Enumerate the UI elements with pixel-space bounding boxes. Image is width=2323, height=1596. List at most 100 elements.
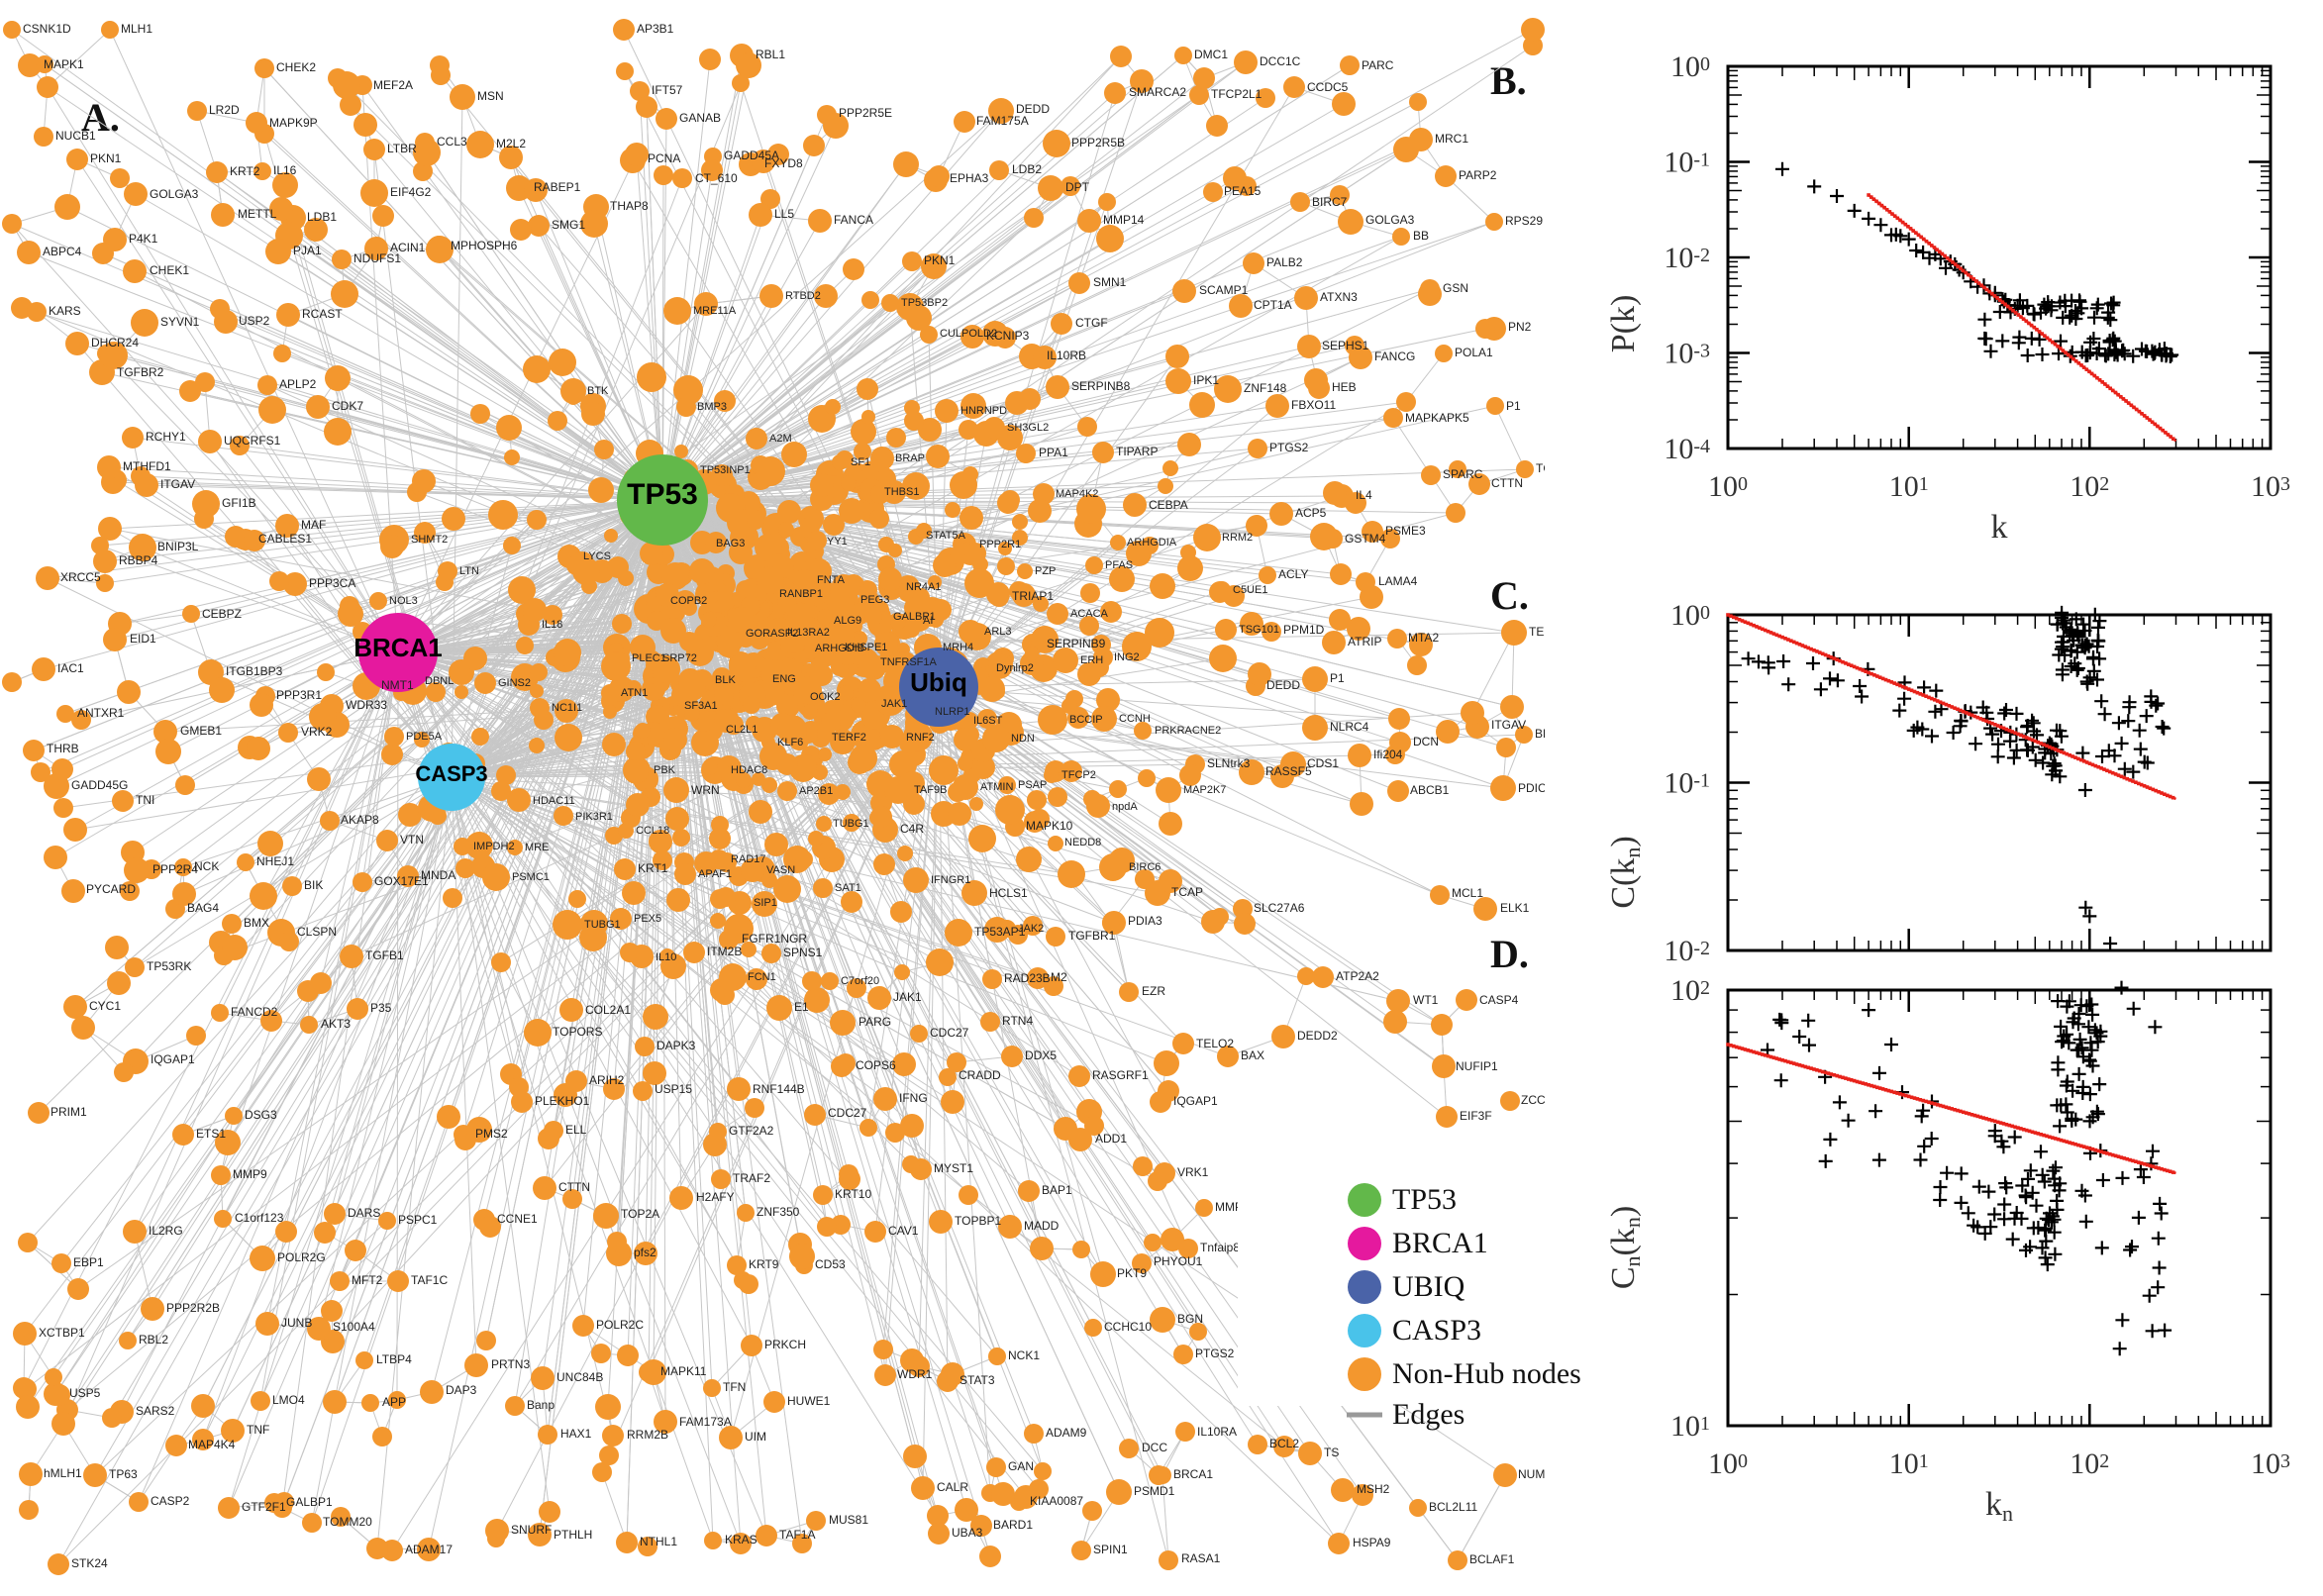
svg-text:10-1: 10-1 (1664, 146, 1710, 178)
svg-text:PIK3R1: PIK3R1 (575, 811, 613, 823)
svg-text:IL10: IL10 (656, 951, 676, 963)
svg-text:SARS2: SARS2 (136, 1404, 175, 1418)
svg-text:TIPARP: TIPARP (1116, 445, 1158, 458)
svg-text:BAX: BAX (1241, 1048, 1264, 1062)
svg-text:HSPA9: HSPA9 (1353, 1536, 1391, 1549)
svg-text:TCAP: TCAP (1171, 885, 1203, 899)
svg-text:TRAF2: TRAF2 (733, 1171, 770, 1185)
svg-text:POLR2C: POLR2C (596, 1318, 644, 1332)
svg-text:GADD45A: GADD45A (724, 149, 779, 162)
svg-text:DPT: DPT (1065, 180, 1090, 194)
svg-text:UNC84B: UNC84B (556, 1370, 603, 1384)
svg-text:CCDC5: CCDC5 (1307, 80, 1349, 94)
svg-text:FAM175A: FAM175A (976, 114, 1029, 128)
svg-text:SAT1: SAT1 (835, 882, 861, 894)
svg-text:TGFB2: TGFB2 (1536, 461, 1545, 475)
svg-text:ELK1: ELK1 (1500, 901, 1530, 915)
svg-text:RBBP4: RBBP4 (119, 553, 158, 567)
svg-text:GALBP1: GALBP1 (286, 1495, 333, 1509)
svg-text:VRK2: VRK2 (301, 725, 333, 739)
svg-text:TP63: TP63 (109, 1467, 138, 1481)
svg-text:DSG3: DSG3 (245, 1108, 277, 1122)
svg-text:CCNH: CCNH (1119, 713, 1151, 725)
svg-text:KLF6: KLF6 (777, 737, 803, 748)
svg-text:TAF1C: TAF1C (411, 1273, 448, 1287)
svg-text:CCL3: CCL3 (437, 135, 467, 149)
svg-text:P1: P1 (1506, 399, 1521, 413)
svg-text:THBS1: THBS1 (884, 486, 919, 498)
svg-text:102: 102 (2070, 470, 2109, 503)
svg-text:ATRIP: ATRIP (1348, 635, 1381, 648)
svg-text:MPHOSPH6: MPHOSPH6 (451, 239, 518, 252)
svg-text:PPP3CA: PPP3CA (309, 576, 355, 590)
svg-text:ADAM9: ADAM9 (1046, 1426, 1087, 1440)
svg-text:TUBG1: TUBG1 (833, 818, 869, 830)
svg-text:P35: P35 (370, 1001, 392, 1015)
svg-text:TERF2: TERF2 (832, 732, 866, 744)
svg-text:MCL1: MCL1 (1452, 886, 1483, 900)
svg-text:CTTN: CTTN (1491, 476, 1523, 490)
svg-text:TNI: TNI (136, 793, 154, 807)
svg-text:IFNGR1: IFNGR1 (931, 874, 970, 886)
svg-text:GADD45G: GADD45G (71, 778, 128, 792)
svg-text:BCL2L11: BCL2L11 (1429, 1500, 1477, 1514)
svg-text:MMP14: MMP14 (1103, 213, 1145, 227)
svg-text:TRIAP1: TRIAP1 (1012, 589, 1054, 603)
svg-text:ACACA: ACACA (1070, 608, 1109, 620)
svg-text:RNF2: RNF2 (906, 732, 935, 744)
svg-text:MRH4: MRH4 (943, 642, 973, 653)
svg-text:C1orf123: C1orf123 (235, 1211, 284, 1225)
svg-text:C5UE1: C5UE1 (1233, 584, 1267, 596)
svg-text:KRT1: KRT1 (638, 861, 668, 875)
svg-text:PPP3R1: PPP3R1 (276, 688, 322, 702)
svg-text:LR2D: LR2D (209, 103, 240, 117)
svg-text:IL6ST: IL6ST (973, 715, 1003, 727)
svg-text:RANBP1: RANBP1 (779, 588, 823, 600)
svg-text:SMG1: SMG1 (552, 218, 585, 232)
svg-text:NDN: NDN (1011, 733, 1035, 745)
svg-text:PLEC1: PLEC1 (632, 652, 666, 664)
svg-text:XRCC5: XRCC5 (60, 570, 101, 584)
svg-text:LL5: LL5 (774, 207, 794, 221)
svg-text:TNF: TNF (247, 1423, 269, 1437)
svg-text:NUCB1: NUCB1 (55, 129, 96, 143)
svg-text:DHCR24: DHCR24 (91, 336, 139, 349)
svg-text:BRCA1: BRCA1 (354, 633, 443, 662)
svg-text:FANCA: FANCA (834, 213, 873, 227)
svg-text:SEPHS1: SEPHS1 (1322, 339, 1369, 352)
svg-text:DCC: DCC (1142, 1441, 1167, 1454)
svg-text:CHEK2: CHEK2 (276, 60, 316, 74)
svg-text:ARHGDIB: ARHGDIB (815, 643, 864, 654)
svg-text:EIF3F: EIF3F (1460, 1109, 1492, 1123)
svg-text:MADD: MADD (1024, 1219, 1060, 1233)
svg-text:SLC27A6: SLC27A6 (1254, 901, 1305, 915)
svg-text:DEDD: DEDD (1266, 678, 1300, 692)
svg-text:GANAB: GANAB (679, 111, 721, 125)
svg-text:ARHGDIA: ARHGDIA (1127, 537, 1177, 549)
svg-text:PKN1: PKN1 (90, 151, 122, 165)
svg-text:LYCS: LYCS (583, 550, 611, 562)
svg-text:CDK7: CDK7 (332, 399, 363, 413)
svg-text:SPARC: SPARC (1443, 467, 1483, 481)
svg-text:SHMT2: SHMT2 (411, 534, 448, 546)
svg-text:AP3B1: AP3B1 (637, 22, 674, 36)
svg-text:PDIA3: PDIA3 (1128, 914, 1162, 928)
svg-text:MMP9: MMP9 (233, 1167, 267, 1181)
svg-text:ELL: ELL (565, 1123, 587, 1137)
svg-text:BCLAF1: BCLAF1 (1469, 1552, 1515, 1566)
svg-text:PFAS: PFAS (1105, 559, 1133, 571)
svg-text:METTL: METTL (238, 207, 277, 221)
svg-text:UIM: UIM (745, 1430, 766, 1444)
svg-text:10-3: 10-3 (1664, 337, 1710, 369)
svg-text:PTHLH: PTHLH (554, 1528, 592, 1542)
svg-text:TP53BP2: TP53BP2 (901, 297, 948, 309)
svg-text:PN2: PN2 (1508, 320, 1532, 334)
svg-text:ADAM17: ADAM17 (405, 1543, 453, 1556)
svg-text:PARC: PARC (1362, 58, 1394, 72)
svg-text:BAP1: BAP1 (1042, 1183, 1072, 1197)
svg-text:NR4A1: NR4A1 (906, 581, 941, 593)
svg-text:ABPC4: ABPC4 (43, 245, 82, 258)
svg-text:JAK1: JAK1 (893, 990, 922, 1004)
svg-text:ITM2B: ITM2B (707, 945, 742, 958)
svg-text:TELO2: TELO2 (1196, 1037, 1234, 1050)
